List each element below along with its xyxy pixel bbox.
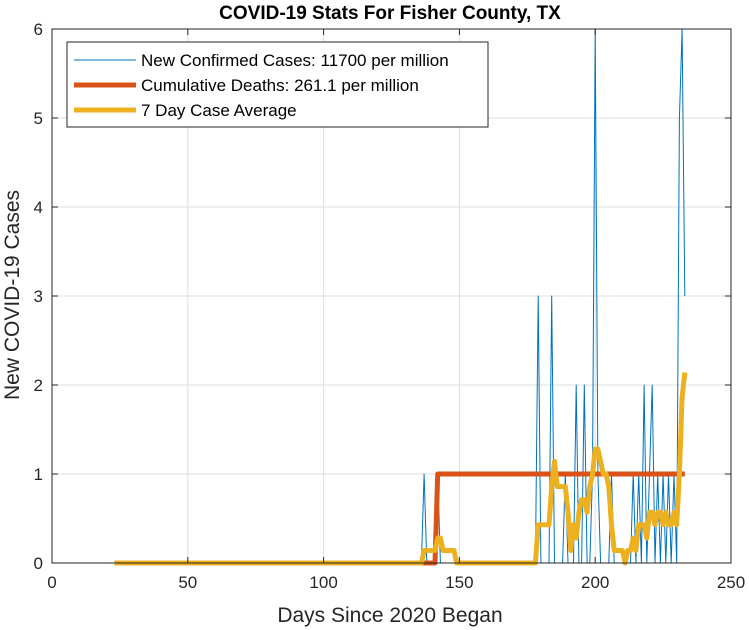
- x-tick-label: 100: [309, 573, 337, 592]
- y-tick-label: 5: [34, 109, 43, 128]
- y-tick-label: 0: [34, 554, 43, 573]
- tick-labels: 0 50 100 150 200 250 0 1 2 3 4 5 6: [34, 20, 746, 592]
- chart-title: COVID-19 Stats For Fisher County, TX: [219, 3, 561, 24]
- y-tick-label: 4: [34, 198, 43, 217]
- y-tick-label: 1: [34, 465, 43, 484]
- x-tick-label: 150: [445, 573, 473, 592]
- x-axis-label: Days Since 2020 Began: [277, 604, 502, 627]
- axis-ticks: [51, 28, 732, 564]
- x-tick-label: 50: [178, 573, 197, 592]
- legend: New Confirmed Cases: 11700 per million Cu…: [66, 41, 489, 128]
- series-line-3: [114, 372, 688, 566]
- legend-entry: New Confirmed Cases: 11700 per million: [141, 51, 449, 70]
- legend-entry: Cumulative Deaths: 261.1 per million: [141, 76, 419, 95]
- legend-box: [66, 41, 489, 128]
- x-tick-label: 250: [717, 573, 745, 592]
- y-tick-label: 2: [34, 376, 43, 395]
- y-tick-label: 6: [34, 20, 43, 39]
- x-tick-label: 200: [581, 573, 609, 592]
- y-tick-label: 3: [34, 287, 43, 306]
- y-axis-label: New COVID-19 Cases: [1, 190, 24, 400]
- x-tick-label: 0: [47, 573, 56, 592]
- legend-entry: 7 Day Case Average: [141, 101, 297, 120]
